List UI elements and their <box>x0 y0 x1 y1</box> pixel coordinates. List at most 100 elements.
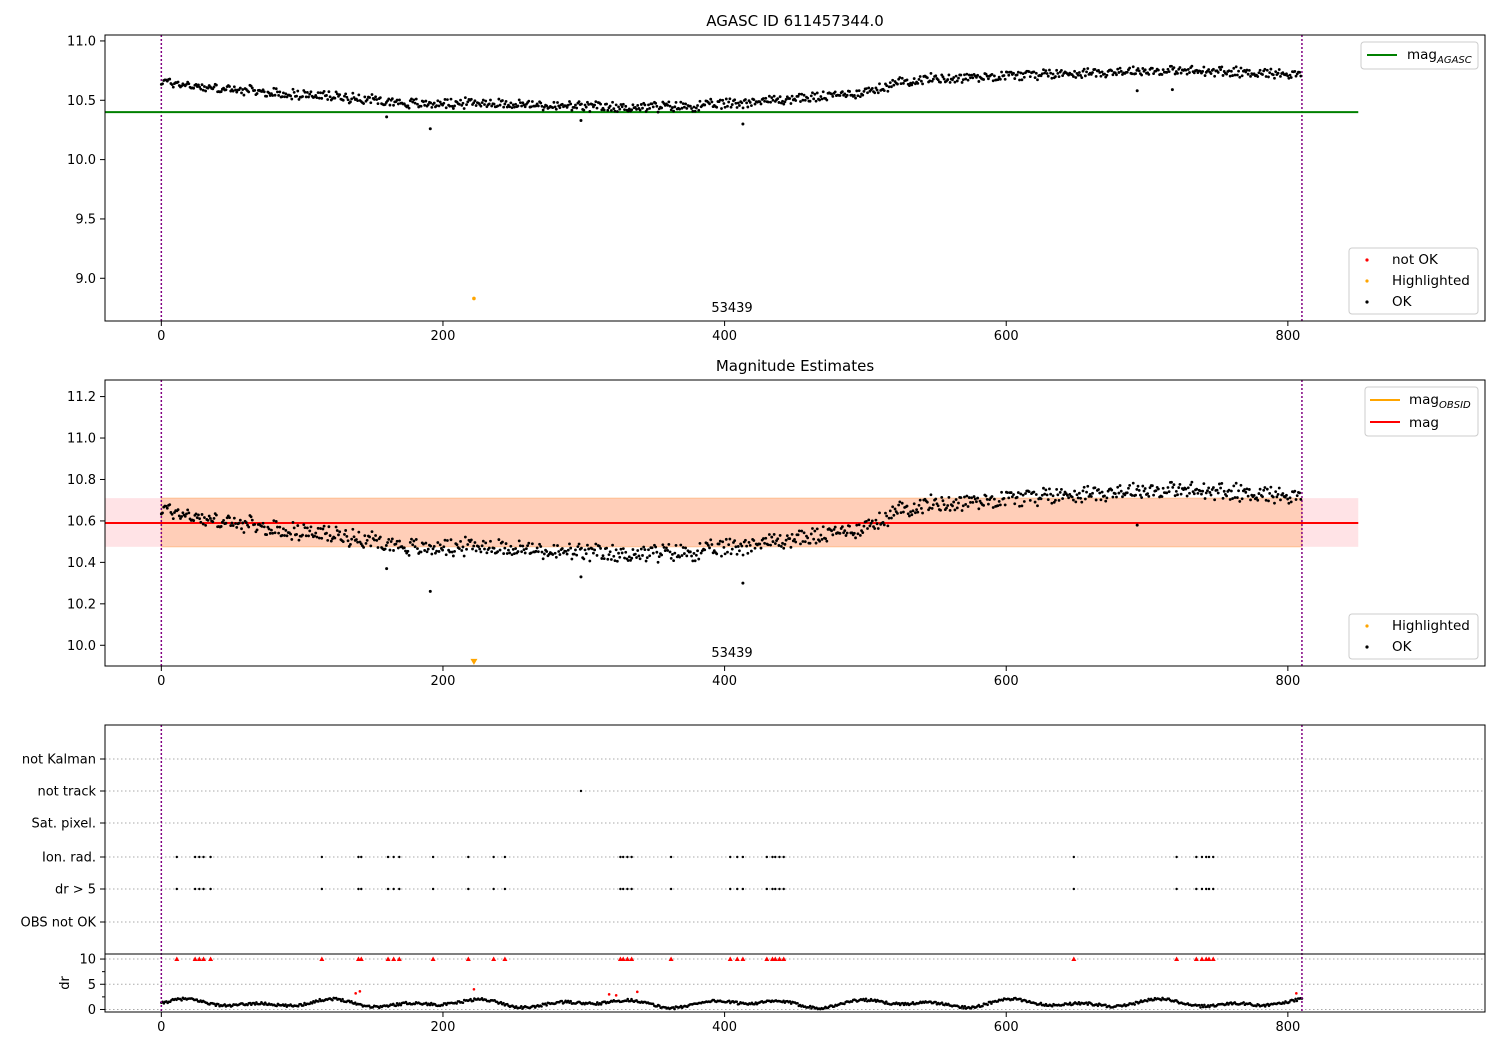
ok-point <box>946 504 950 507</box>
ok-point <box>272 519 276 523</box>
ok-point <box>730 547 734 551</box>
ok-point <box>204 523 208 527</box>
ok-point <box>771 98 775 102</box>
ok-point <box>1081 489 1085 493</box>
ok-point <box>449 538 453 542</box>
ok-point <box>303 526 307 530</box>
ok-point <box>1045 493 1049 497</box>
ok-point <box>1032 490 1036 494</box>
ok-point <box>612 107 616 111</box>
ok-point <box>987 502 990 506</box>
ok-point <box>462 107 466 110</box>
ok-point <box>1237 69 1240 73</box>
ok-point <box>1093 486 1097 490</box>
ok-point <box>884 511 887 515</box>
ok-point <box>1140 73 1144 77</box>
ok-point <box>727 100 731 104</box>
ok-point <box>975 75 978 79</box>
ok-point <box>1232 484 1236 488</box>
ok-point <box>1020 78 1024 82</box>
ok-point <box>267 91 271 95</box>
ok-point <box>614 548 618 552</box>
ok-point <box>375 539 379 542</box>
ok-point <box>435 549 439 553</box>
ok-point <box>1285 72 1288 76</box>
dr-point <box>223 1003 226 1006</box>
ok-point <box>766 543 770 547</box>
ok-point <box>309 525 313 529</box>
ok-point <box>809 532 813 536</box>
ok-point <box>479 104 483 108</box>
ok-point <box>1220 65 1224 69</box>
dr-point <box>296 1005 300 1008</box>
ok-point <box>503 546 507 550</box>
ok-point <box>746 551 750 555</box>
flag-point <box>782 887 785 891</box>
dr-point <box>963 1005 967 1008</box>
ok-point <box>806 536 810 540</box>
ok-point <box>802 93 806 97</box>
ok-point <box>586 543 589 547</box>
ok-point <box>1235 496 1239 499</box>
dr-clipped-marker <box>764 956 770 962</box>
ok-point <box>1264 498 1268 502</box>
ok-point <box>931 77 935 81</box>
ok-point <box>1204 491 1208 495</box>
ok-point <box>504 99 508 103</box>
ok-point <box>623 556 626 560</box>
ok-point <box>699 551 703 555</box>
dr-point <box>626 997 630 1001</box>
ok-point <box>715 552 719 556</box>
ok-point <box>1161 486 1165 490</box>
ok-point <box>545 550 549 553</box>
ok-point <box>873 527 877 530</box>
ok-point <box>523 105 527 109</box>
ok-point <box>199 520 203 524</box>
ok-point <box>1185 72 1189 76</box>
ok-point <box>1015 495 1019 499</box>
ok-outlier-point <box>579 575 583 579</box>
ok-point <box>483 547 486 551</box>
ok-point <box>315 96 319 99</box>
dr-not-ok-point <box>1295 992 1298 995</box>
ok-point <box>465 103 468 107</box>
ok-point <box>538 542 541 546</box>
ok-point <box>1178 66 1182 69</box>
ok-point <box>280 533 284 537</box>
ok-point <box>203 516 206 519</box>
ok-point <box>1249 498 1252 502</box>
x-tick-label: 800 <box>1275 674 1300 689</box>
ok-point <box>1279 498 1282 502</box>
ok-point <box>966 505 970 508</box>
ok-point <box>819 95 823 98</box>
ok-point <box>875 88 879 92</box>
ok-point <box>1289 76 1293 79</box>
ok-point <box>666 549 670 552</box>
ok-point <box>1202 482 1206 486</box>
x-tick-label: 800 <box>1275 329 1300 344</box>
ok-point <box>957 76 960 80</box>
ok-point <box>802 531 806 535</box>
flag-point <box>778 887 781 891</box>
ok-point <box>965 494 969 498</box>
ok-point <box>773 542 777 545</box>
legend-ok-marker <box>1365 645 1369 649</box>
ok-point <box>1293 69 1297 73</box>
ok-point <box>812 97 816 101</box>
ok-point <box>1051 494 1055 498</box>
ok-point <box>1028 75 1032 79</box>
ok-point <box>1227 69 1231 73</box>
ok-point <box>888 81 892 85</box>
ok-point <box>171 517 175 521</box>
ok-point <box>357 530 361 534</box>
ok-point <box>344 92 348 96</box>
ok-point <box>364 541 368 545</box>
dr-point <box>1039 1001 1043 1005</box>
ok-point <box>250 518 254 522</box>
dr-point <box>1295 999 1299 1003</box>
ok-point <box>413 101 417 105</box>
ok-point <box>183 514 187 518</box>
ok-point <box>1215 488 1219 492</box>
flag-point <box>320 855 324 859</box>
ok-point <box>821 525 825 529</box>
